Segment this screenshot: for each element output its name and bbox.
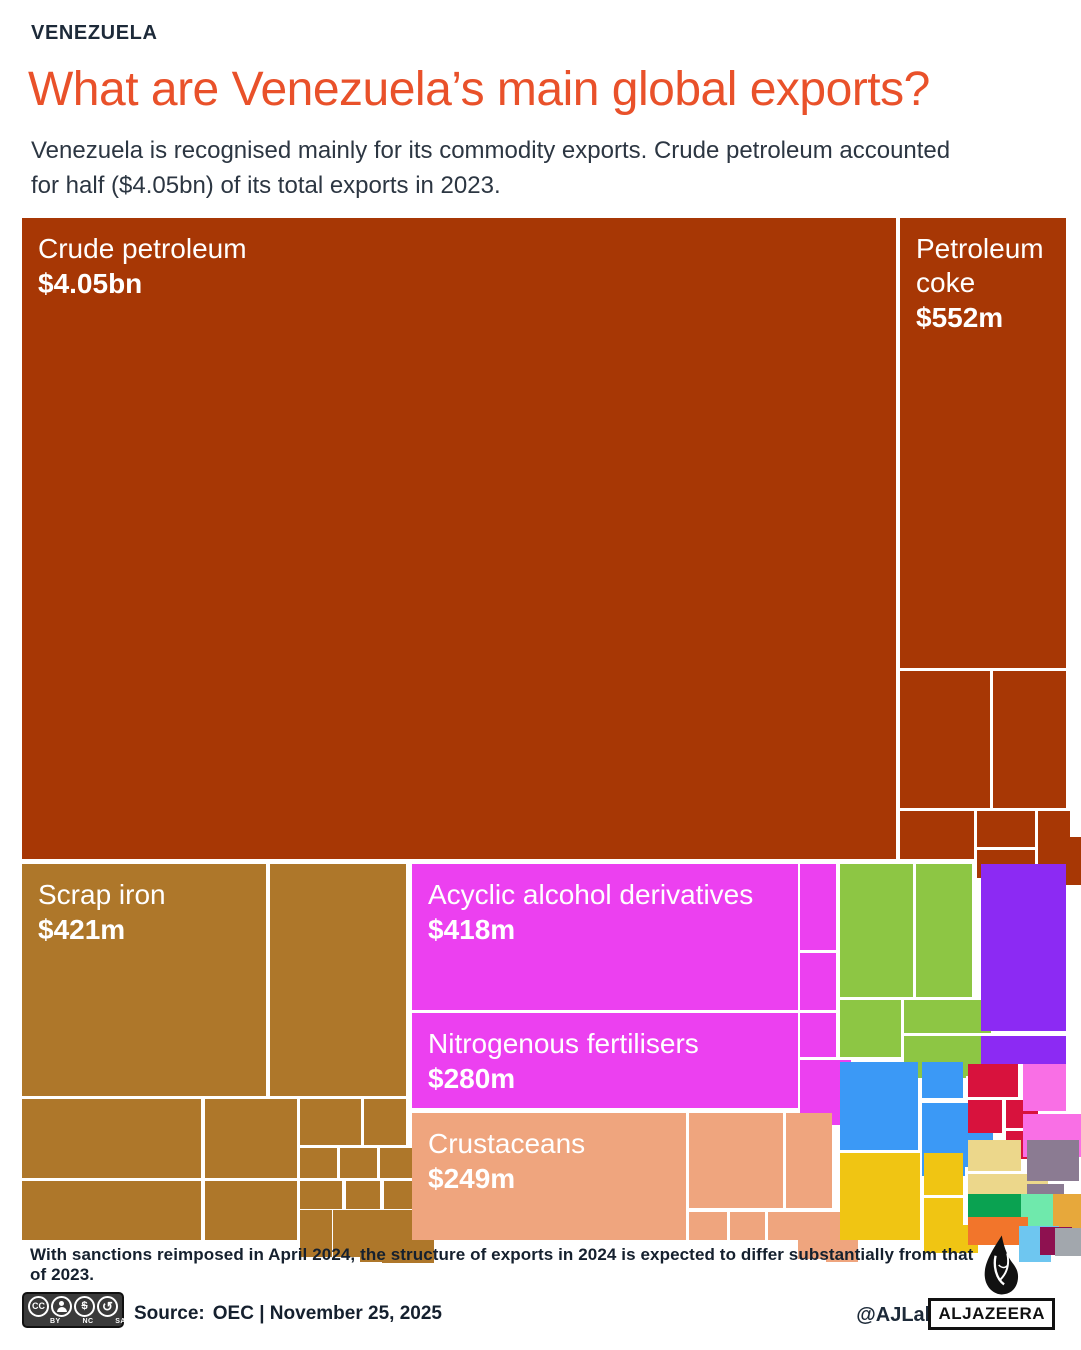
block-value: $249m <box>428 1163 516 1195</box>
treemap-block-scrap-iron: Scrap iron $421m <box>22 864 266 1096</box>
treemap-block <box>300 1099 361 1145</box>
ajlabs-credit: @AJLabs <box>856 1304 948 1326</box>
block-label: Scrap iron <box>38 879 166 910</box>
subtitle: Venezuela is recognised mainly for its c… <box>31 137 951 199</box>
treemap-block <box>768 1212 800 1240</box>
block-value: $280m <box>428 1063 516 1095</box>
treemap-block <box>993 671 1066 808</box>
person-icon <box>57 1301 67 1313</box>
treemap-block <box>900 671 990 808</box>
treemap-block <box>384 1181 416 1209</box>
source-label: Source: <box>134 1303 205 1324</box>
block-value: $4.05bn <box>38 268 143 300</box>
treemap-block <box>1038 811 1070 839</box>
treemap-block <box>340 1148 377 1178</box>
treemap-block <box>840 864 913 997</box>
aljazeera-logo-icon <box>984 1235 1019 1295</box>
source-line: Source: OEC | November 25, 2025 <box>134 1303 442 1325</box>
block-value: $552m <box>916 302 1004 334</box>
treemap-block <box>1055 1228 1081 1256</box>
treemap-block <box>730 1212 765 1240</box>
treemap-block <box>300 1148 337 1178</box>
treemap-block <box>300 1229 332 1257</box>
treemap-block <box>840 1000 901 1057</box>
treemap-block <box>800 953 836 1010</box>
treemap-block <box>981 1036 1066 1064</box>
treemap-block <box>689 1113 783 1208</box>
treemap-block <box>924 1198 963 1226</box>
treemap-block <box>968 1140 1021 1171</box>
treemap-block <box>22 1099 201 1178</box>
block-label: Nitrogenous fertilisers <box>428 1028 699 1059</box>
treemap-block <box>22 1181 201 1240</box>
treemap-block <box>981 864 1066 1031</box>
treemap-block-acyclic-alcohol-derivatives: Acyclic alcohol derivatives $418m <box>412 864 798 1010</box>
treemap-block <box>786 1113 832 1208</box>
page-title: What are Venezuela’s main global exports… <box>28 63 930 116</box>
treemap-block <box>380 1148 412 1178</box>
treemap-block <box>1047 1140 1079 1181</box>
treemap-block <box>977 811 1035 847</box>
treemap: Crude petroleum $4.05bn Petroleum coke $552… <box>22 218 1081 1263</box>
treemap-block-petroleum-coke: Petroleum coke $552m <box>900 218 1066 668</box>
block-label: Petroleum coke <box>916 233 1044 299</box>
treemap-block <box>968 1100 1002 1133</box>
treemap-block <box>968 1217 1000 1245</box>
source-value: OEC | November 25, 2025 <box>212 1303 442 1324</box>
treemap-block <box>205 1099 297 1178</box>
treemap-block-crustaceans: Crustaceans $249m <box>412 1113 686 1240</box>
block-label: Crustaceans <box>428 1128 586 1159</box>
treemap-block <box>904 1000 936 1033</box>
treemap-block <box>270 864 406 1096</box>
treemap-block <box>916 864 972 997</box>
cc-license-badge: CC $ ↺ BY NC SA <box>22 1292 126 1328</box>
treemap-block <box>205 1181 297 1240</box>
treemap-block <box>924 1153 963 1195</box>
treemap-block <box>840 1153 920 1240</box>
block-label: Acyclic alcohol derivatives <box>428 879 754 910</box>
treemap-block <box>840 1062 918 1150</box>
aljazeera-wordmark: ALJAZEERA <box>928 1298 1055 1330</box>
kicker: VENEZUELA <box>31 22 158 44</box>
treemap-block <box>968 1064 1018 1097</box>
cc-sublabels: BY NC SA <box>50 1318 126 1325</box>
treemap-block <box>798 1231 830 1259</box>
block-value: $421m <box>38 914 126 946</box>
cc-icon: CC <box>28 1296 49 1317</box>
treemap-block <box>800 1013 836 1057</box>
treemap-block <box>922 1062 963 1098</box>
treemap-block <box>364 1099 406 1145</box>
block-value: $418m <box>428 914 516 946</box>
cc-sa-icon: ↺ <box>97 1296 118 1317</box>
treemap-block <box>800 864 836 950</box>
footnote: With sanctions reimposed in April 2024, … <box>30 1245 974 1284</box>
treemap-block-nitrogenous-fertilisers: Nitrogenous fertilisers $280m <box>412 1013 798 1108</box>
treemap-block <box>689 1212 727 1240</box>
treemap-block <box>300 1181 342 1209</box>
treemap-block <box>346 1181 380 1209</box>
treemap-block <box>1023 1064 1066 1111</box>
block-label: Crude petroleum <box>38 233 247 264</box>
treemap-block <box>900 811 974 859</box>
treemap-block-crude-petroleum: Crude petroleum $4.05bn <box>22 218 896 859</box>
cc-nc-icon: $ <box>74 1296 95 1317</box>
cc-by-icon <box>51 1296 72 1317</box>
treemap-block <box>333 1229 365 1257</box>
